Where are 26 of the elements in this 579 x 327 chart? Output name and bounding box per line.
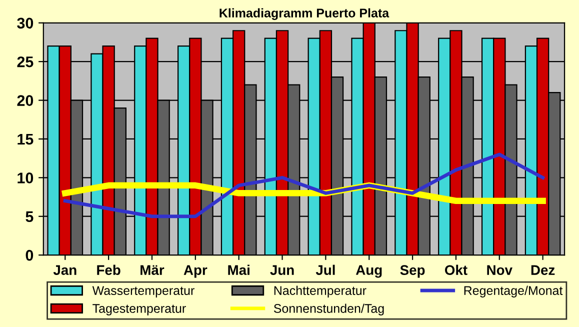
x-tick-label: Mär	[140, 265, 164, 275]
x-tick-label: Dez	[531, 265, 555, 275]
x-tick-label: Jan	[53, 265, 76, 275]
legend-label: Tagestemperatur	[92, 304, 186, 316]
x-tick-label: Jul	[316, 264, 335, 275]
y-tick-label: 0	[26, 250, 34, 261]
x-tick-label: Nov	[487, 265, 512, 275]
x-tick-label: Apr	[184, 265, 208, 278]
y-tick-label: 5	[26, 211, 34, 222]
y-tick-label: 10	[18, 172, 34, 184]
legend-label: Regentage/Monat	[464, 286, 563, 298]
y-tick-label: 15	[18, 134, 34, 145]
legend-label: Wassertemperatur	[92, 286, 194, 298]
x-tick-label: Feb	[97, 264, 120, 275]
x-tick-label: Okt	[444, 264, 468, 275]
x-tick-label: Mai	[228, 264, 250, 275]
y-tick-label: 30	[17, 18, 34, 29]
x-tick-label: Aug	[356, 265, 382, 278]
line-series	[63, 152, 545, 218]
x-tick-label: Jun	[270, 265, 294, 275]
x-tick-label: Sep	[400, 265, 425, 278]
y-tick-label: 25	[17, 56, 34, 68]
y-tick-label: 20	[17, 95, 34, 106]
legend-label: Nachttemperatur	[274, 286, 366, 298]
legend-label: Sonnenstunden/Tag	[274, 304, 384, 316]
chart-title: Klimadiagramm Puerto Plata	[220, 8, 390, 20]
